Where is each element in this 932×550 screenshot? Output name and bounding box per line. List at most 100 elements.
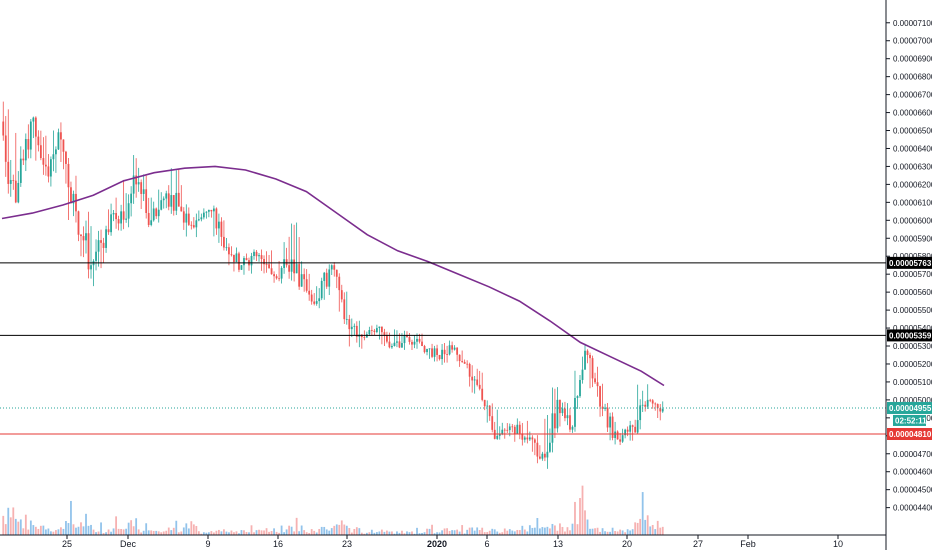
volume-bar	[280, 525, 283, 535]
candle-body	[65, 151, 67, 164]
candle-body	[491, 416, 494, 430]
volume-bar	[300, 525, 303, 535]
candle-body	[263, 259, 265, 265]
candle-body	[2, 121, 5, 136]
candle-body	[651, 400, 654, 404]
volume-bar	[268, 531, 270, 535]
volume-bar	[160, 532, 163, 535]
candle-body	[4, 135, 7, 162]
time-axis-label: 9	[205, 539, 210, 549]
volume-bar	[498, 532, 501, 535]
volume-bar	[601, 528, 604, 535]
candle-body	[345, 319, 348, 320]
candle-body	[428, 348, 431, 350]
volume-bar	[416, 527, 418, 535]
volume-bar	[17, 521, 20, 535]
candle-body	[511, 426, 514, 428]
candle-body	[293, 259, 296, 274]
candle-body	[556, 399, 559, 429]
time-axis-label: 6	[484, 539, 489, 549]
volume-bar	[155, 530, 158, 535]
candle-body	[39, 145, 42, 159]
candle-body	[132, 175, 135, 194]
volume-bar	[531, 527, 534, 535]
volume-bar	[47, 528, 50, 535]
volume-bar	[466, 529, 469, 535]
volume-bar	[388, 531, 391, 535]
candle-body	[528, 437, 531, 440]
candle-body	[516, 424, 519, 435]
candle-body	[571, 426, 574, 430]
candle-body	[363, 337, 366, 338]
volume-bar	[370, 529, 373, 535]
candle-body	[629, 425, 632, 432]
volume-bar	[202, 532, 205, 535]
candle-body	[85, 233, 87, 241]
candle-body	[368, 330, 371, 335]
candle-body	[468, 363, 471, 377]
candle-body	[506, 429, 509, 431]
countdown-tag	[893, 414, 926, 426]
candle-body	[503, 429, 506, 431]
volume-bar	[288, 525, 291, 535]
candle-body	[594, 378, 596, 383]
volume-bar	[609, 531, 611, 535]
volume-bar	[27, 529, 30, 535]
candle-body	[24, 139, 27, 161]
candle-body	[476, 379, 479, 385]
candle-body	[115, 213, 117, 220]
volume-bar	[200, 533, 203, 535]
candle-body	[456, 347, 459, 355]
volume-bar	[42, 525, 45, 535]
volume-bar	[456, 529, 459, 535]
volume-bar	[446, 528, 448, 535]
volume-bar	[574, 501, 576, 535]
candle-body	[223, 236, 225, 248]
candle-body	[426, 348, 428, 353]
candle-body	[631, 425, 634, 427]
time-axis-labels[interactable]: 25 Dec 9 16 23 2020 6 13 20 27 Feb 10	[62, 535, 843, 549]
volume-bar	[187, 528, 190, 535]
volume-bar	[34, 526, 37, 535]
candle-body	[182, 211, 185, 223]
volume-bar	[70, 500, 72, 535]
candle-body	[135, 175, 138, 185]
volume-bar	[137, 529, 140, 535]
volume-bar	[49, 531, 52, 535]
candle-body	[127, 203, 130, 219]
price-axis-label: 0.00005300	[893, 342, 932, 351]
volume-bar	[340, 520, 343, 535]
volume-bar	[29, 520, 32, 535]
volume-bar	[240, 530, 243, 535]
candle-body	[340, 290, 343, 300]
candle-body	[408, 337, 411, 342]
volume-bar	[190, 521, 193, 535]
price-axis-labels[interactable]: 0.00007100 0.00007000 0.00006900 0.00006800…	[886, 19, 932, 513]
candle-body	[518, 424, 521, 434]
price-axis-label: 0.00006800	[893, 73, 932, 82]
volume-bar	[523, 529, 526, 535]
candle-body	[644, 404, 647, 407]
candle-body	[378, 326, 381, 329]
candle-body	[641, 404, 644, 406]
candle-body	[526, 437, 529, 440]
countdown-tag-label: 02:52:11	[895, 416, 927, 425]
candle-body	[62, 139, 65, 152]
volume-bar	[263, 530, 265, 535]
volume-bar	[391, 531, 393, 535]
candle-body	[205, 211, 208, 213]
candle-body	[240, 265, 243, 270]
volume-bar	[581, 485, 584, 535]
candle-body	[212, 208, 215, 212]
volume-bar	[458, 531, 461, 535]
candle-body	[451, 345, 454, 350]
volume-bar	[92, 529, 95, 535]
volume-bar	[506, 530, 509, 535]
candle-body	[463, 361, 466, 364]
candle-body	[288, 265, 291, 272]
volume-bar	[516, 529, 519, 535]
volume-bar	[360, 532, 363, 535]
volume-bar	[298, 531, 301, 535]
candle-body	[280, 267, 283, 279]
